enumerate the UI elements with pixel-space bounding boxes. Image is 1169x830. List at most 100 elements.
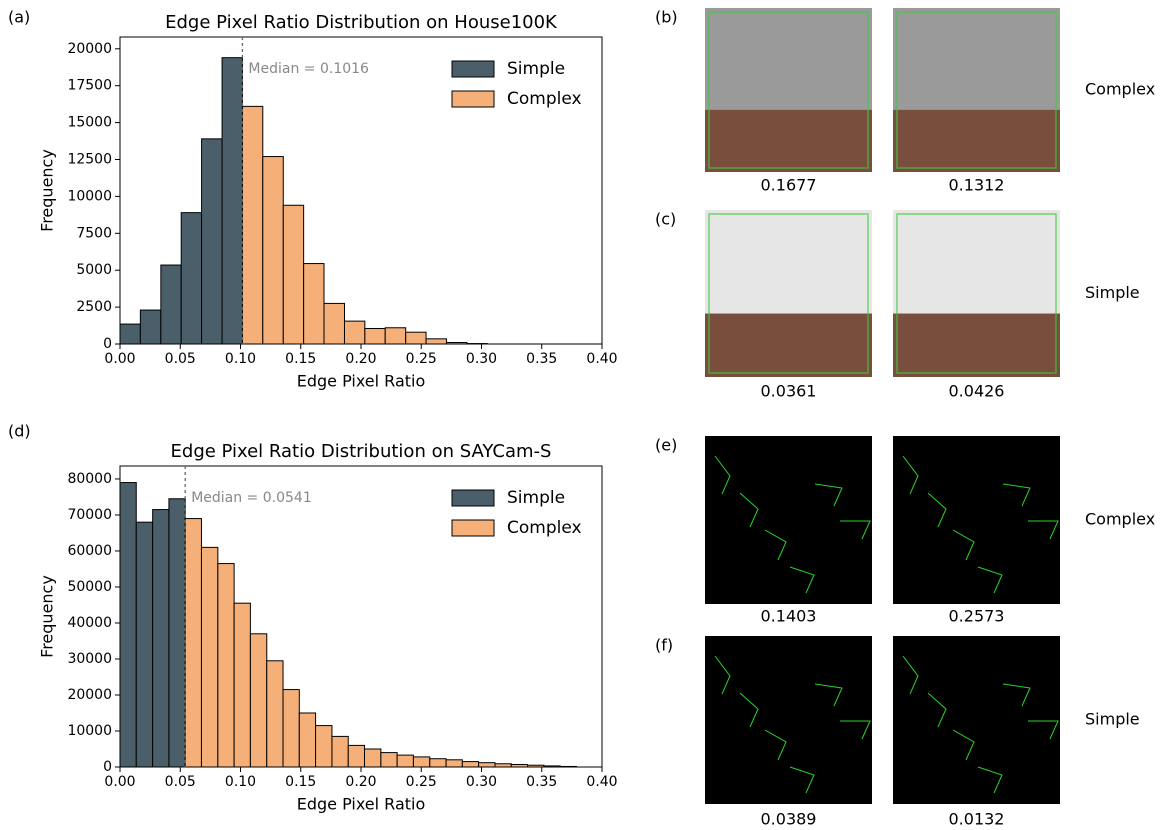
panel-label: (b) [655,8,678,27]
edge-stroke [902,455,919,495]
image-caption: 0.0426 [949,382,1005,401]
render-floor [705,109,872,172]
edge-stroke [977,766,1003,794]
y-tick-label: 12500 [67,152,112,168]
bar [217,563,235,768]
bar [405,331,427,345]
bar [461,761,480,768]
bar [160,264,182,345]
legend-swatch [451,60,495,78]
bar [323,302,345,345]
median-annotation: Median = 0.0541 [191,490,312,506]
bar [200,546,219,768]
x-tick-label: 0.10 [225,351,256,367]
y-tick-label: 10000 [67,188,112,204]
legend-label: Simple [507,488,565,508]
bar [266,660,284,768]
edge-stroke [977,566,1003,594]
row-label: Complex [1085,80,1155,99]
panel-label: (c) [655,210,676,229]
bar [282,204,305,345]
bar [429,758,447,768]
bar [331,735,349,768]
panel-label: (e) [655,436,677,455]
bar [364,328,386,345]
bar [135,521,154,768]
edge-stroke [764,529,787,561]
bar [184,518,202,768]
row-label: Simple [1085,710,1140,729]
y-tick-label: 0 [103,759,112,775]
bar [298,712,317,768]
edge-stroke [952,529,975,561]
y-tick-label: 17500 [67,78,112,94]
edge-overlay [896,213,1057,374]
legend-label: Simple [507,59,565,79]
y-tick-label: 80000 [67,471,112,487]
y-tick-label: 0 [103,336,112,352]
panel-label: (a) [8,8,30,27]
bar [384,327,407,345]
render-wall [893,210,1060,314]
image-caption: 0.1403 [761,607,817,626]
edge-stroke [1002,683,1031,707]
legend-label: Complex [507,518,582,538]
x-tick-label: 0.15 [285,774,316,790]
edge-stroke [789,766,815,794]
edge-stroke [1002,483,1031,507]
render-wall [705,8,872,110]
median-annotation: Median = 0.1016 [248,61,369,77]
edge-stroke [927,692,947,728]
x-tick-label: 0.40 [586,351,617,367]
x-tick-label: 0.10 [225,774,256,790]
edge-stroke [714,655,731,695]
legend-swatch [451,519,495,537]
bar [221,57,243,345]
y-tick-label: 30000 [67,651,112,667]
x-tick-label: 0.25 [406,774,437,790]
bar [282,689,300,768]
image-caption: 0.0132 [949,810,1005,829]
edge-stroke [902,655,919,695]
bar [262,156,284,345]
row-label: Simple [1085,283,1140,302]
y-tick-label: 20000 [67,687,112,703]
y-tick-label: 60000 [67,543,112,559]
edge-overlay [896,11,1057,169]
edge-map [705,436,872,604]
x-tick-label: 0.00 [104,351,135,367]
x-tick-label: 0.05 [165,774,196,790]
legend-swatch [451,90,495,108]
image-caption: 0.2573 [949,607,1005,626]
edge-stroke [952,729,975,761]
y-tick-label: 40000 [67,615,112,631]
x-tick-label: 0.35 [526,351,557,367]
image-caption: 0.1677 [761,176,817,195]
y-tick-label: 5000 [76,262,112,278]
bar [139,309,162,345]
x-tick-label: 0.20 [345,351,376,367]
edge-stroke [714,455,731,495]
x-tick-label: 0.00 [104,774,135,790]
y-tick-label: 10000 [67,723,112,739]
y-axis-label: Frequency [38,149,57,232]
bar [396,754,414,768]
x-tick-label: 0.25 [406,351,437,367]
bar [425,338,447,345]
render-wall [893,8,1060,110]
edge-stroke [739,492,759,528]
edge-stroke [764,729,787,761]
y-axis-label: Frequency [38,575,57,658]
x-tick-label: 0.40 [586,774,617,790]
image-caption: 0.0389 [761,810,817,829]
chart-title: Edge Pixel Ratio Distribution on House10… [165,12,558,33]
edge-stroke [814,683,843,707]
bar [315,725,333,768]
x-tick-label: 0.05 [165,351,196,367]
render-floor [705,313,872,377]
legend-swatch [451,489,495,507]
panel-label: (d) [8,422,31,441]
bar [343,320,366,345]
bar [380,752,398,768]
